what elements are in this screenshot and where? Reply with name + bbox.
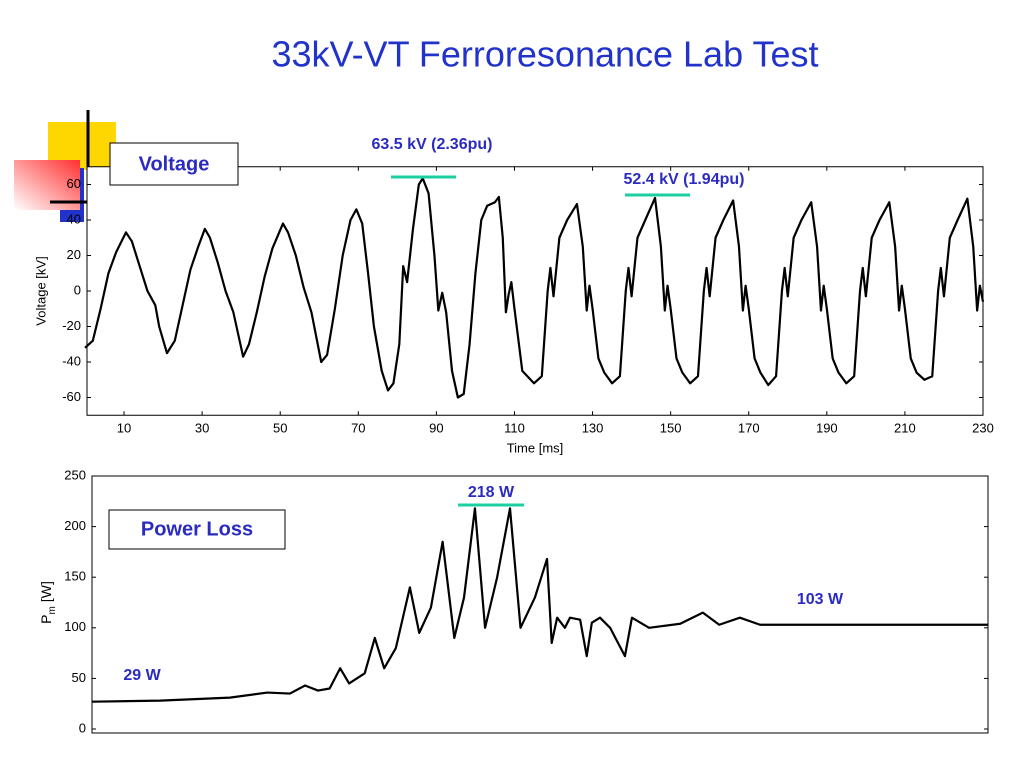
power-chart: 0 50 100 150 200 250 Pm [W] — [38, 467, 989, 735]
x-tick-label: 170 — [738, 421, 760, 436]
y-axis-label-part: P — [38, 615, 54, 624]
y-tick-label: 0 — [74, 282, 81, 297]
x-tick-label: 150 — [660, 421, 682, 436]
y-tick-label: 250 — [64, 467, 86, 482]
annotation: 29 W — [123, 667, 161, 684]
x-tick-label: 50 — [273, 421, 287, 436]
chart-label: Power Loss — [141, 518, 253, 540]
y-tick-label: 150 — [64, 569, 86, 584]
y-tick-label: 60 — [67, 176, 81, 191]
y-axis-label-part: [W] — [38, 581, 54, 602]
plot-frame — [86, 166, 984, 416]
x-tick-label: 130 — [582, 421, 604, 436]
y-tick-label: 50 — [72, 670, 86, 685]
y-tick-label: -40 — [62, 353, 81, 368]
y-tick-label: 0 — [79, 720, 86, 735]
label-box — [109, 142, 239, 186]
data-line — [84, 177, 985, 399]
slide-title: 33kV-VT Ferroresonance Lab Test — [272, 34, 819, 75]
chart-label: Voltage — [139, 153, 210, 175]
annotation: 103 W — [797, 591, 844, 608]
x-tick-label: 110 — [504, 421, 525, 436]
x-tick-label: 210 — [894, 421, 916, 436]
annotation: 52.4 kV (1.94pu) — [624, 171, 745, 188]
annotation: 63.5 kV (2.36pu) — [372, 136, 493, 153]
y-tick-label: 200 — [64, 518, 86, 533]
x-tick-label: 70 — [351, 421, 365, 436]
y-tick-label: 20 — [67, 247, 81, 262]
x-tick-label: 30 — [195, 421, 209, 436]
x-tick-label: 230 — [972, 421, 994, 436]
voltage-chart: -60 -40 -20 0 20 40 60 10 30 50 70 90 110 130 150 170 19… — [33, 166, 994, 456]
x-tick-label: 90 — [429, 421, 443, 436]
x-tick-label: 190 — [816, 421, 838, 436]
y-tick-label: -20 — [62, 318, 81, 333]
annotation: 218 W — [468, 484, 515, 501]
y-axis-label-part: m — [47, 606, 58, 614]
y-tick-label: 40 — [67, 211, 81, 226]
y-axis-label: Voltage [kV] — [33, 256, 48, 325]
x-axis-label: Time [ms] — [507, 441, 564, 456]
y-tick-label: -60 — [62, 389, 81, 404]
label-box — [108, 509, 286, 550]
data-line — [91, 507, 988, 703]
y-axis-label: Pm [W] — [38, 581, 58, 624]
x-tick-label: 10 — [117, 421, 131, 436]
y-tick-label: 100 — [64, 619, 86, 634]
